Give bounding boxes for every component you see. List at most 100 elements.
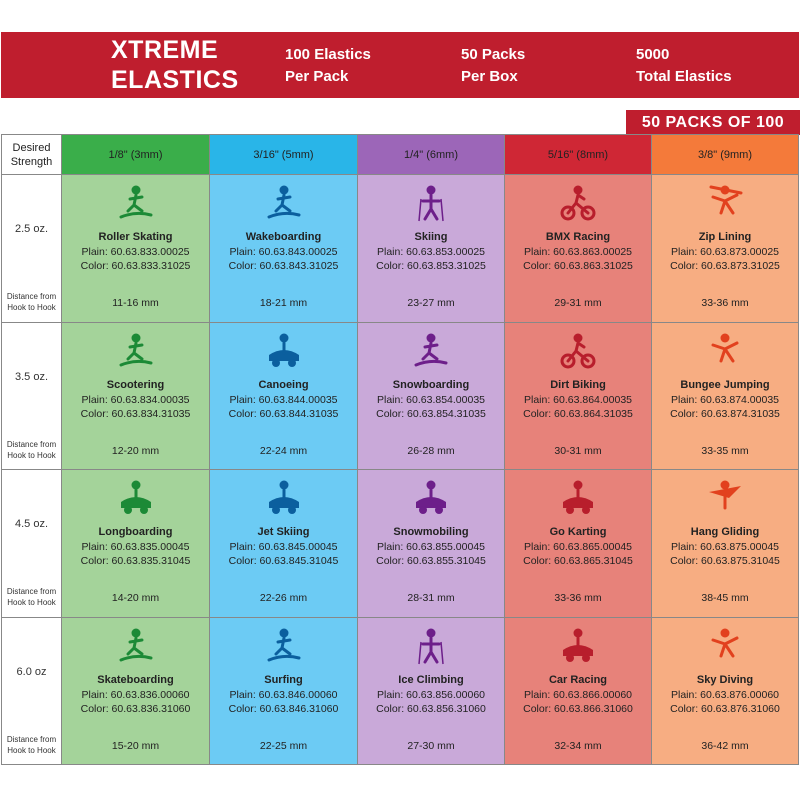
- strength-header: Desired Strength: [1, 134, 62, 175]
- activity-cell: Car Racing Plain: 60.63.866.00060 Color: 6…: [505, 617, 652, 765]
- hook-distance: 11-16 mm: [112, 297, 159, 309]
- activity-cell: Snowboarding Plain: 60.63.854.00035 Color:…: [358, 322, 505, 470]
- plain-part-number: Plain: 60.63.834.00035: [81, 393, 190, 406]
- plain-part-number: Plain: 60.63.853.00025: [376, 246, 485, 258]
- activity-cell: Longboarding Plain: 60.63.835.00045 Color:…: [62, 470, 210, 618]
- plain-part-number: Plain: 60.63.845.00045: [229, 541, 338, 553]
- activity-name: Ice Climbing: [398, 673, 464, 686]
- plain-part-number: Plain: 60.63.833.00025: [81, 246, 190, 258]
- plain-part-number: Plain: 60.63.855.00045: [376, 541, 485, 553]
- hook-distance: 36-42 mm: [701, 739, 749, 752]
- go-kart-icon: [563, 480, 593, 514]
- stat-packs-per-box: 50 Packs Per Box: [461, 44, 525, 88]
- plain-part-number: Plain: 60.63.873.00025: [670, 246, 779, 258]
- distance-label-line: Hook to Hook: [7, 745, 56, 755]
- stat-line: 100 Elastics: [285, 46, 371, 63]
- hook-distance: 27-30 mm: [407, 739, 455, 752]
- strength-header-line: Desired: [12, 142, 51, 154]
- wakeboarder-icon: [267, 185, 300, 219]
- activity-name: Skateboarding: [97, 673, 174, 686]
- jet-skier-icon: [268, 480, 299, 514]
- plain-part-number: Plain: 60.63.843.00025: [229, 246, 338, 258]
- color-part-number: Color: 60.63.874.31035: [670, 407, 780, 420]
- activity-cell: BMX Racing Plain: 60.63.863.00025 Color: 6…: [505, 175, 652, 323]
- hook-distance: 33-36 mm: [554, 592, 602, 604]
- stat-elastics-per-pack: 100 Elastics Per Pack: [285, 44, 371, 88]
- elastics-table: Desired Strength 1/8" (3mm) 3/16" (5mm) 1/4"…: [1, 134, 799, 766]
- activity-name: Hang Gliding: [690, 526, 760, 538]
- activity-cell: Snowmobiling Plain: 60.63.855.00045 Color:…: [358, 470, 505, 618]
- color-part-number: Color: 60.63.865.31045: [523, 555, 633, 567]
- plain-part-number: Plain: 60.63.875.00045: [670, 541, 779, 553]
- column-header-size: 3/16" (5mm): [210, 134, 358, 175]
- color-part-number: Color: 60.63.856.31060: [376, 702, 486, 715]
- activity-name: Wakeboarding: [245, 231, 322, 243]
- column-header-size: 1/8" (3mm): [62, 134, 210, 175]
- strength-value: 4.5 oz.: [14, 518, 49, 530]
- hook-distance: 29-31 mm: [554, 297, 602, 309]
- hook-distance: 32-34 mm: [554, 739, 602, 752]
- distance-label: Distance from Hook to Hook: [2, 439, 61, 461]
- hook-distance: 22-26 mm: [259, 592, 308, 604]
- color-part-number: Color: 60.63.835.31045: [80, 555, 191, 567]
- distance-label-line: Hook to Hook: [7, 450, 56, 460]
- activity-cell: Sky Diving Plain: 60.63.876.00060 Color: 6…: [652, 617, 799, 765]
- stat-line: Per Pack: [285, 68, 349, 85]
- activity-name: Skiing: [414, 231, 448, 243]
- column-header-size: 5/16" (8mm): [505, 134, 652, 175]
- hook-distance: 12-20 mm: [111, 444, 160, 457]
- activity-cell: Skiing Plain: 60.63.853.00025 Color: 60.63…: [358, 175, 505, 323]
- distance-label: Distance from Hook to Hook: [2, 291, 61, 313]
- scooter-rider-icon: [119, 333, 152, 366]
- stat-line: Total Elastics: [636, 68, 732, 85]
- plain-part-number: Plain: 60.63.865.00045: [523, 541, 632, 553]
- activity-cell: Ice Climbing Plain: 60.63.856.00060 Color:…: [358, 617, 505, 765]
- plain-part-number: Plain: 60.63.846.00060: [229, 688, 338, 701]
- strength-cell: 3.5 oz. Distance from Hook to Hook: [1, 322, 62, 470]
- packs-tag: 50 PACKS OF 100: [626, 110, 800, 135]
- distance-label-line: Hook to Hook: [7, 598, 56, 607]
- roller-skater-icon: [119, 185, 152, 219]
- color-part-number: Color: 60.63.876.31060: [670, 702, 780, 715]
- color-part-number: Color: 60.63.833.31025: [80, 260, 191, 272]
- sky-diver-icon: [711, 628, 739, 657]
- activity-name: Zip Lining: [698, 231, 752, 243]
- activity-name: Roller Skating: [98, 231, 173, 243]
- hook-distance: 30-31 mm: [554, 444, 602, 457]
- color-part-number: Color: 60.63.834.31035: [80, 407, 191, 420]
- snowmobile-icon: [416, 480, 446, 514]
- strength-value: 2.5 oz.: [14, 223, 49, 235]
- column-header-size: 1/4" (6mm): [358, 134, 505, 175]
- color-part-number: Color: 60.63.875.31045: [670, 555, 780, 567]
- color-part-number: Color: 60.63.846.31060: [228, 702, 339, 715]
- activity-cell: Go Karting Plain: 60.63.865.00045 Color: 6…: [505, 470, 652, 618]
- activity-cell: Jet Skiing Plain: 60.63.845.00045 Color: 6…: [210, 470, 358, 618]
- distance-label-line: Hook to Hook: [7, 303, 56, 312]
- ice-climber-icon: [418, 628, 444, 664]
- stat-line: 50 Packs: [461, 46, 526, 63]
- hook-distance: 33-35 mm: [701, 444, 749, 457]
- color-part-number: Color: 60.63.866.31060: [523, 702, 633, 715]
- activity-name: Canoeing: [258, 378, 309, 391]
- color-part-number: Color: 60.63.854.31035: [376, 407, 486, 420]
- hook-distance: 18-21 mm: [259, 297, 308, 309]
- hang-glider-icon: [709, 480, 741, 510]
- activity-name: Surfing: [264, 673, 303, 686]
- activity-cell: Wakeboarding Plain: 60.63.843.00025 Color:…: [210, 175, 358, 323]
- snowboarder-icon: [414, 333, 448, 366]
- skateboarder-icon: [119, 628, 152, 661]
- color-part-number: Color: 60.63.864.31035: [523, 407, 633, 420]
- color-part-number: Color: 60.63.863.31025: [523, 260, 633, 272]
- color-part-number: Color: 60.63.843.31025: [228, 260, 339, 272]
- activity-cell: Zip Lining Plain: 60.63.873.00025 Color: 6…: [652, 175, 799, 323]
- brand-line-1: XTREME: [111, 36, 219, 64]
- surfer-icon: [267, 628, 300, 661]
- zip-liner-icon: [709, 185, 743, 215]
- brand-line-2: ELASTICS: [111, 66, 239, 94]
- stat-line: Per Box: [461, 68, 518, 85]
- strength-cell: 6.0 oz Distance from Hook to Hook: [1, 617, 62, 765]
- activity-name: Sky Diving: [696, 673, 754, 686]
- distance-label-line: Distance from: [6, 292, 57, 301]
- activity-cell: Canoeing Plain: 60.63.844.00035 Color: 60.…: [210, 322, 358, 470]
- activity-cell: Skateboarding Plain: 60.63.836.00060 Color…: [62, 617, 210, 765]
